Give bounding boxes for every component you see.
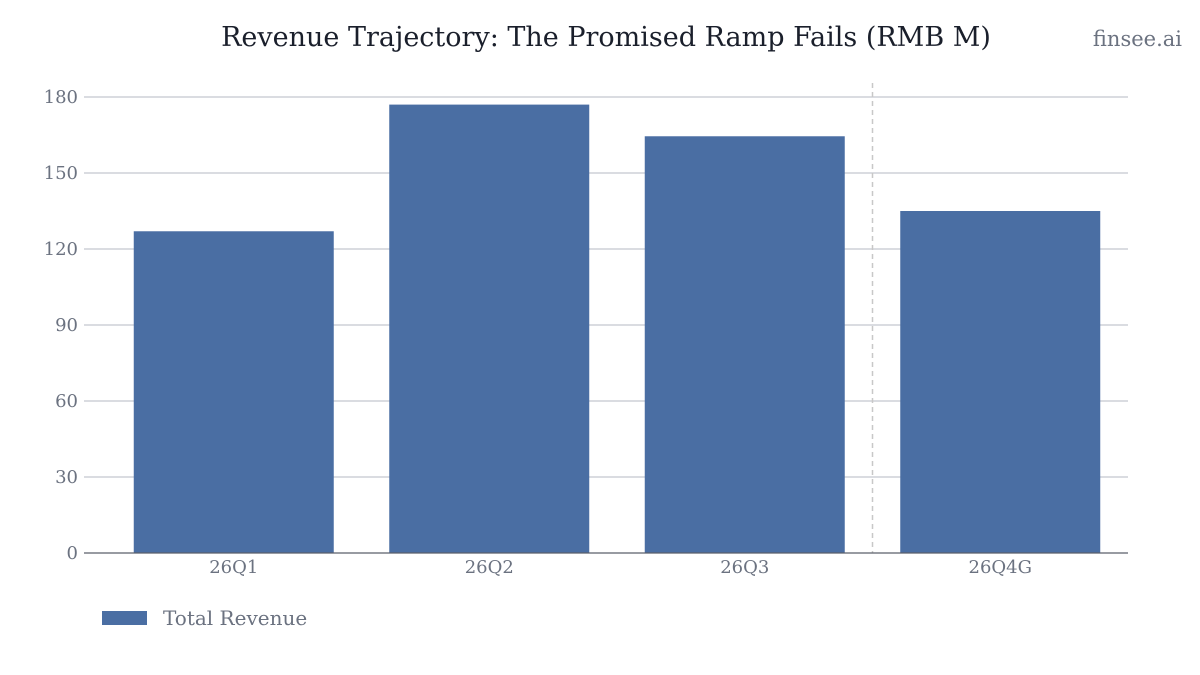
x-tick-label: 26Q1 (209, 557, 258, 578)
legend: Total Revenue (102, 606, 307, 630)
brand-label: finsee.ai (1093, 27, 1182, 51)
y-tick-label: 180 (44, 87, 78, 108)
legend-label: Total Revenue (163, 606, 307, 630)
x-tick-label: 26Q2 (465, 557, 514, 578)
y-tick-label: 60 (55, 391, 78, 412)
x-tick-label: 26Q4G (969, 557, 1033, 578)
legend-swatch (102, 611, 147, 625)
chart-title: Revenue Trajectory: The Promised Ramp Fa… (221, 22, 991, 53)
y-tick-label: 90 (55, 315, 78, 336)
y-tick-label: 30 (55, 467, 78, 488)
x-tick-label: 26Q3 (720, 557, 769, 578)
bar (389, 104, 590, 553)
y-tick-label: 150 (44, 163, 78, 184)
bar (644, 136, 845, 553)
bar (133, 231, 334, 553)
bars-layer (133, 104, 1101, 553)
bar (900, 211, 1101, 553)
y-tick-label: 0 (67, 543, 78, 564)
y-tick-label: 120 (44, 239, 78, 260)
axis-layer: 0 30 60 90 120 150 180 26Q1 26Q2 26Q3 26Q4G (44, 83, 1128, 578)
